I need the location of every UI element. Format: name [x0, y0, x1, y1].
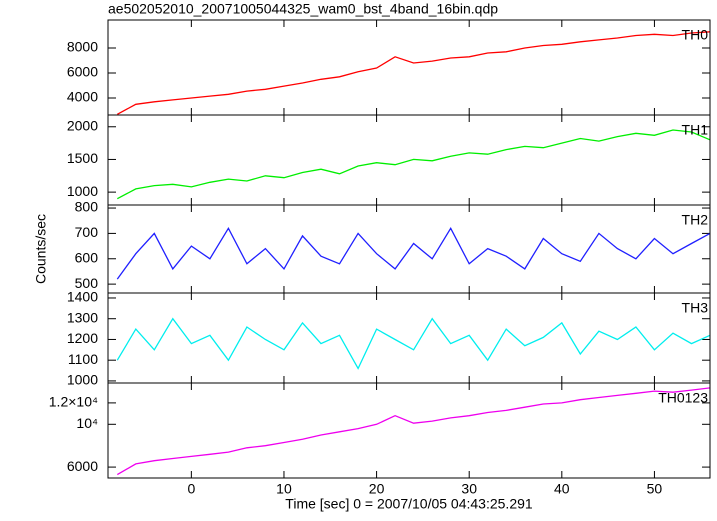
panel-frame: [107, 114, 711, 206]
y-tick-label: 800: [75, 199, 99, 215]
y-tick-label: 700: [75, 224, 99, 240]
y-tick-label: 1100: [68, 351, 98, 367]
panel-frame: [107, 382, 711, 479]
data-line: [116, 31, 711, 115]
y-tick-label: 1000: [67, 183, 98, 199]
y-tick-label: 1000: [67, 372, 98, 388]
y-tick-label: 10⁴: [76, 415, 98, 431]
y-tick-label: 6000: [67, 64, 98, 80]
x-tick-label: 10: [276, 481, 292, 497]
panel-label: TH2: [682, 212, 709, 228]
y-axis-label: Counts/sec: [33, 214, 49, 284]
x-tick-label: 20: [369, 481, 385, 497]
data-line: [116, 317, 711, 370]
y-tick-label: 8000: [67, 39, 98, 55]
x-tick-label: 40: [554, 481, 570, 497]
panel-label: TH0: [682, 27, 709, 43]
x-tick-label: 50: [647, 481, 663, 497]
y-tick-label: 1300: [67, 309, 98, 325]
y-tick-label: 1200: [67, 330, 98, 346]
y-tick-label: 1500: [67, 150, 98, 166]
y-tick-label: 600: [75, 249, 99, 265]
y-tick-label: 1.2×10⁴: [49, 394, 98, 410]
data-line: [116, 226, 711, 280]
panel-label: TH1: [682, 122, 709, 138]
chart-title: ae502052010_20071005044325_wam0_bst_4ban…: [108, 1, 498, 17]
data-line: [116, 129, 711, 200]
panel-label: TH3: [682, 300, 709, 316]
y-tick-label: 4000: [67, 89, 98, 105]
x-axis-label: Time [sec] 0 = 2007/10/05 04:43:25.291: [285, 496, 533, 512]
y-tick-label: 2000: [67, 117, 98, 133]
x-tick-label: 0: [187, 481, 195, 497]
panel-label: TH0123: [658, 390, 708, 406]
panel-frame: [107, 19, 711, 116]
data-line: [116, 387, 711, 476]
x-tick-label: 30: [461, 481, 477, 497]
y-tick-label: 6000: [67, 458, 98, 474]
y-tick-label: 500: [75, 275, 99, 291]
y-tick-label: 1400: [67, 289, 98, 305]
